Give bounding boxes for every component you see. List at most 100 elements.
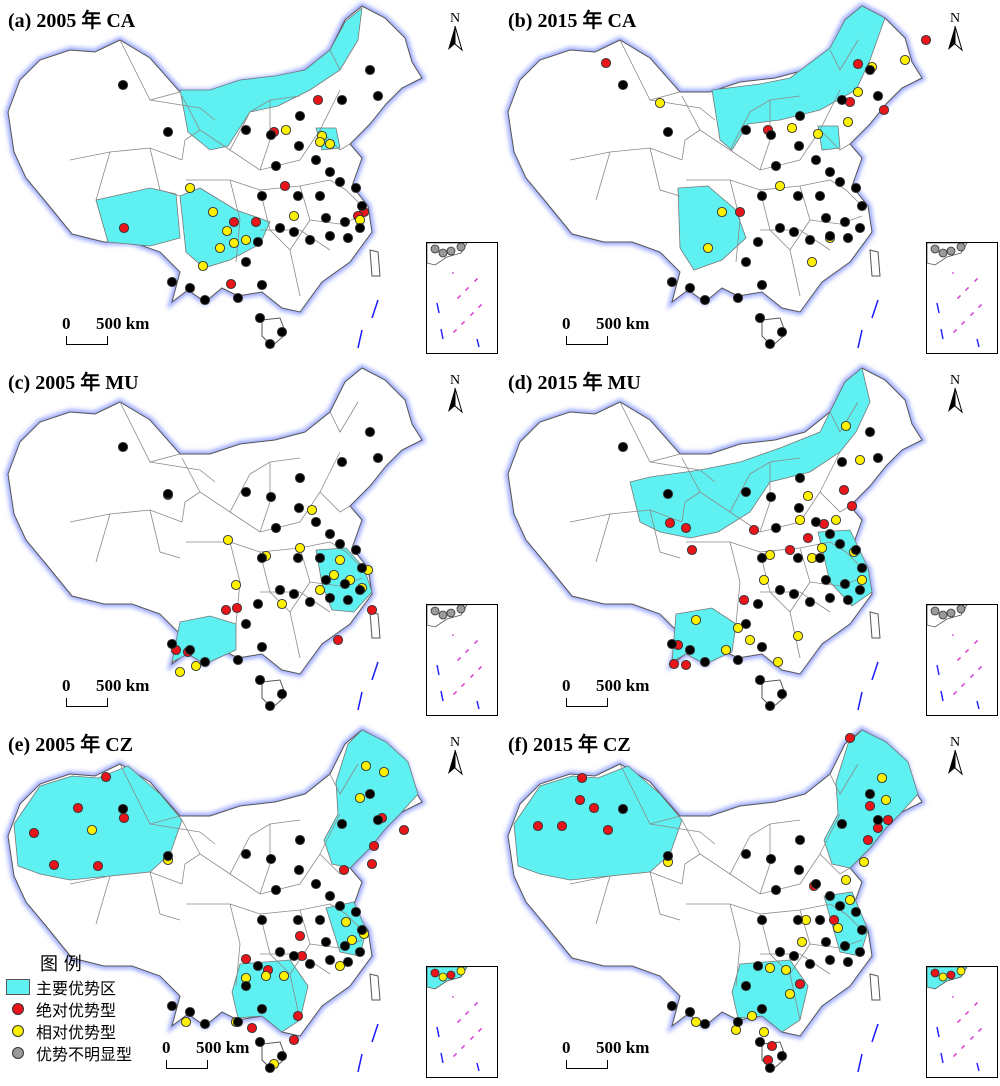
- city-point: [246, 1022, 258, 1034]
- city-point: [842, 956, 854, 968]
- panel-title: (a) 2005 年 CA: [8, 10, 136, 32]
- city-point: [756, 641, 768, 653]
- city-point: [240, 980, 252, 992]
- map-panel-d: (d) 2015 年 MU N 0 500 km: [500, 362, 1000, 724]
- island: [369, 611, 381, 639]
- city-point: [199, 1018, 211, 1030]
- city-point: [174, 666, 186, 678]
- city-point: [839, 578, 851, 590]
- city-point: [356, 924, 368, 936]
- north-arrow-icon: N: [448, 11, 463, 52]
- province-border: [595, 875, 611, 925]
- city-point: [617, 441, 629, 453]
- inset-map: [427, 243, 482, 348]
- city-point: [756, 279, 768, 291]
- city-point: [838, 484, 850, 496]
- city-point: [872, 452, 884, 464]
- city-point: [324, 528, 336, 540]
- scale-label: 500 km: [596, 314, 650, 333]
- province-border: [760, 229, 831, 251]
- city-point: [864, 426, 876, 438]
- city-point: [256, 190, 268, 202]
- sea-boundary: [871, 661, 879, 681]
- scale-label: 500 km: [196, 1038, 250, 1057]
- city-point: [666, 1000, 678, 1012]
- province-border: [289, 547, 311, 659]
- city-point: [372, 814, 384, 826]
- city-point: [320, 212, 332, 224]
- panel-title: (e) 2005 年 CZ: [8, 734, 133, 756]
- city-point: [292, 914, 304, 926]
- map-panel-e: (e) 2005 年 CZ N 0 500 km: [0, 724, 500, 1086]
- advantage-region: [823, 729, 919, 869]
- city-point: [774, 180, 786, 192]
- city-point: [252, 598, 264, 610]
- province-border: [181, 491, 201, 523]
- city-point: [686, 544, 698, 556]
- city-point: [820, 936, 832, 948]
- city-point: [662, 126, 674, 138]
- city-point: [398, 824, 410, 836]
- province-border: [681, 491, 701, 523]
- red-dot-icon: [12, 1003, 24, 1015]
- city-point: [752, 236, 764, 248]
- city-point: [278, 970, 290, 982]
- yellow-dot-icon: [12, 1025, 24, 1037]
- city-point: [756, 914, 768, 926]
- china-map-f: [504, 726, 927, 1074]
- province-border: [95, 151, 111, 201]
- city-point: [754, 312, 766, 324]
- city-point: [756, 552, 768, 564]
- city-point: [856, 200, 868, 212]
- province-border: [649, 147, 681, 197]
- city-point: [864, 64, 876, 76]
- province-border: [259, 462, 271, 533]
- city-point: [740, 618, 752, 630]
- legend-title: 图 例: [40, 954, 82, 975]
- sea-boundary: [357, 691, 363, 711]
- city-point: [346, 934, 358, 946]
- city-point: [368, 840, 380, 852]
- north-arrow-icon: N: [948, 373, 963, 414]
- city-point: [878, 104, 890, 116]
- city-point: [756, 1003, 768, 1015]
- city-point: [320, 936, 332, 948]
- city-point: [312, 94, 324, 106]
- city-point: [254, 312, 266, 324]
- city-point: [844, 732, 856, 744]
- china-outline: [7, 5, 423, 313]
- city-point: [876, 772, 888, 784]
- city-point: [220, 604, 232, 616]
- island: [369, 973, 381, 1001]
- china-map-c: [4, 364, 427, 712]
- city-point: [232, 654, 244, 666]
- city-point: [28, 827, 40, 839]
- city-point: [342, 232, 354, 244]
- city-point: [334, 554, 346, 566]
- city-point: [788, 588, 800, 600]
- city-point: [776, 1050, 788, 1062]
- sea-boundary: [857, 1053, 863, 1073]
- city-point: [324, 954, 336, 966]
- city-point: [758, 574, 770, 586]
- city-point: [720, 644, 732, 656]
- city-point: [794, 978, 806, 990]
- province-border: [319, 89, 341, 131]
- sea-boundary: [371, 661, 379, 681]
- legend-item-relative: 相对优势型: [6, 1020, 166, 1042]
- advantage-region: [95, 187, 181, 247]
- city-point: [574, 794, 586, 806]
- city-point: [166, 638, 178, 650]
- province-border: [829, 763, 859, 795]
- city-point: [162, 488, 174, 500]
- city-point: [774, 946, 786, 958]
- north-label: N: [950, 11, 960, 26]
- province-border: [181, 129, 201, 161]
- city-point: [839, 940, 851, 952]
- panel-title: (f) 2015 年 CZ: [508, 734, 631, 756]
- city-point: [372, 452, 384, 464]
- city-point: [836, 456, 848, 468]
- island: [369, 249, 381, 277]
- city-point: [842, 232, 854, 244]
- province-border: [149, 823, 216, 845]
